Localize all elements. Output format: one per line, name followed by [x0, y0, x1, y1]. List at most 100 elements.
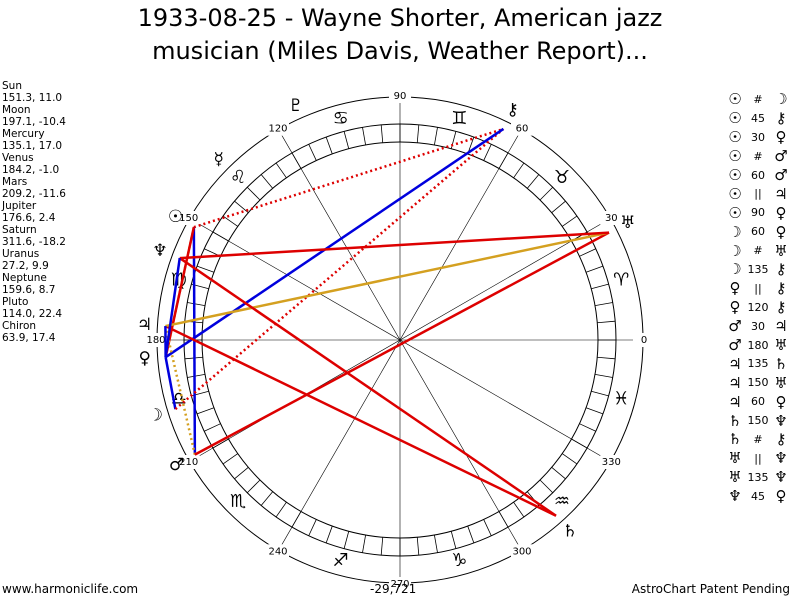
aspect-row: ♃ 60 ♀ [726, 392, 790, 411]
zodiac-sign: ♑ [451, 550, 467, 571]
aspect-line [165, 231, 610, 328]
aspect-sign: 150 [747, 376, 769, 390]
planet-coords: 114.0, 22.4 [2, 308, 63, 320]
degree-label: 270 [390, 579, 409, 590]
aspect-row: ♃ 135 ♄ [726, 354, 790, 373]
band-tick [308, 519, 317, 536]
band-tick [585, 265, 604, 273]
planet-name: Chiron [2, 320, 37, 332]
zodiac-sign: ♒ [554, 491, 570, 512]
degree-label-bg [177, 211, 200, 225]
band-tick [467, 525, 475, 544]
aspect-from: ☉ [728, 128, 742, 147]
planet-coords: 184.2, -1.0 [2, 164, 60, 176]
degree-label: 0 [641, 335, 647, 346]
aspect-to: ♅ [774, 336, 788, 355]
band-tick [551, 466, 566, 480]
degree-label: 330 [602, 457, 621, 468]
planet-glyph: ♅ [620, 213, 635, 233]
aspect-row: ☉ 60 ♂ [726, 166, 790, 185]
footer-note: AstroChart Patent Pending [631, 582, 790, 596]
band-tick [513, 501, 525, 518]
planet-glyph: ♆ [152, 241, 167, 261]
degree-label: 150 [179, 213, 198, 224]
aspect-sign: 45 [751, 489, 765, 503]
band-tick [234, 200, 249, 214]
aspect-to: ♅ [774, 373, 788, 392]
degree-label-bg [600, 211, 623, 225]
aspect-row: ☉ 30 ♀ [726, 128, 790, 147]
title: 1933-08-25 - Wayne Shorter, American jaz… [137, 4, 663, 65]
aspect-sign: 135 [747, 357, 769, 371]
band-tick [594, 302, 613, 307]
zodiac-sign: ♊ [451, 108, 467, 129]
band-tick [187, 302, 206, 307]
footer-number: -29,721 [370, 582, 417, 596]
aspect-line [193, 127, 504, 229]
band-tick [196, 265, 215, 273]
band-tick [308, 144, 317, 161]
degree-labels: 0 30 60 90 120 150 180 210 240 270 300 330 [145, 89, 655, 591]
band-tick [260, 491, 274, 506]
aspect-from: ☉ [728, 166, 742, 184]
aspect-line [164, 324, 557, 517]
aspect-to: ⚷ [775, 298, 787, 317]
aspect-row: ♀ 120 ⚷ [726, 298, 790, 317]
aspect-from: ♅ [728, 468, 742, 487]
planet-name: Mercury [2, 128, 45, 140]
aspect-line [164, 127, 505, 359]
aspect-from: ☉ [728, 109, 742, 128]
band-tick [561, 215, 578, 227]
aspect-line [179, 231, 610, 260]
aspect-to: ♀ [775, 128, 787, 147]
aspect-sign: # [753, 149, 763, 163]
band-tick [539, 186, 554, 201]
aspect-sign: 60 [751, 395, 765, 409]
planet-glyph: ♀ [138, 349, 150, 369]
aspect-row: ☉ # ♂ [726, 147, 790, 166]
band-tick [380, 124, 384, 143]
degree-label-bg [267, 121, 289, 136]
degree-label-bg [633, 333, 655, 347]
band-tick [483, 519, 492, 536]
aspect-row: ♄ # ⚷ [726, 430, 790, 449]
degree-label: 180 [146, 335, 165, 346]
planet-glyph: ☉ [168, 207, 183, 227]
planet-coords: 27.2, 9.9 [2, 260, 49, 272]
degree-label: 210 [179, 457, 198, 468]
aspect-to: ♅ [774, 241, 788, 260]
aspect-to: ♆ [774, 468, 788, 487]
band-tick [275, 162, 287, 179]
aspect-to: ♂ [774, 147, 788, 166]
aspect-from: ☉ [728, 184, 742, 203]
aspect-sign: # [753, 432, 763, 446]
degree-label-bg [389, 577, 411, 591]
planet-coords: 197.1, -10.4 [2, 116, 66, 128]
band-tick [579, 423, 596, 432]
planet-name: Mars [2, 176, 28, 188]
degree-label: 120 [268, 124, 287, 135]
degree-label-bg [600, 455, 623, 469]
band-tick [539, 479, 554, 494]
band-tick [362, 127, 367, 146]
aspect-to: ⚷ [775, 260, 787, 279]
aspect-sign: || [754, 187, 762, 201]
band-tick [513, 162, 525, 179]
zodiac-sign: ♏ [230, 491, 246, 512]
aspect-line [164, 325, 197, 455]
aspect-to: ⚷ [775, 279, 787, 298]
aspect-to: ♀ [775, 222, 787, 241]
aspect-row: ♂ 180 ♅ [726, 336, 790, 355]
planet-name: Neptune [2, 272, 47, 284]
aspect-sign: 30 [751, 319, 765, 333]
aspect-sign: 60 [751, 168, 765, 182]
planet-coords: 311.6, -18.2 [2, 236, 66, 248]
planet-coords: 151.3, 11.0 [2, 92, 63, 104]
planet-name: Moon [2, 104, 31, 116]
zodiac-sign: ♐ [333, 550, 349, 571]
band-tick [526, 174, 540, 189]
aspect-sign: 150 [747, 414, 769, 428]
band-tick [416, 124, 420, 143]
band-tick [325, 136, 333, 155]
